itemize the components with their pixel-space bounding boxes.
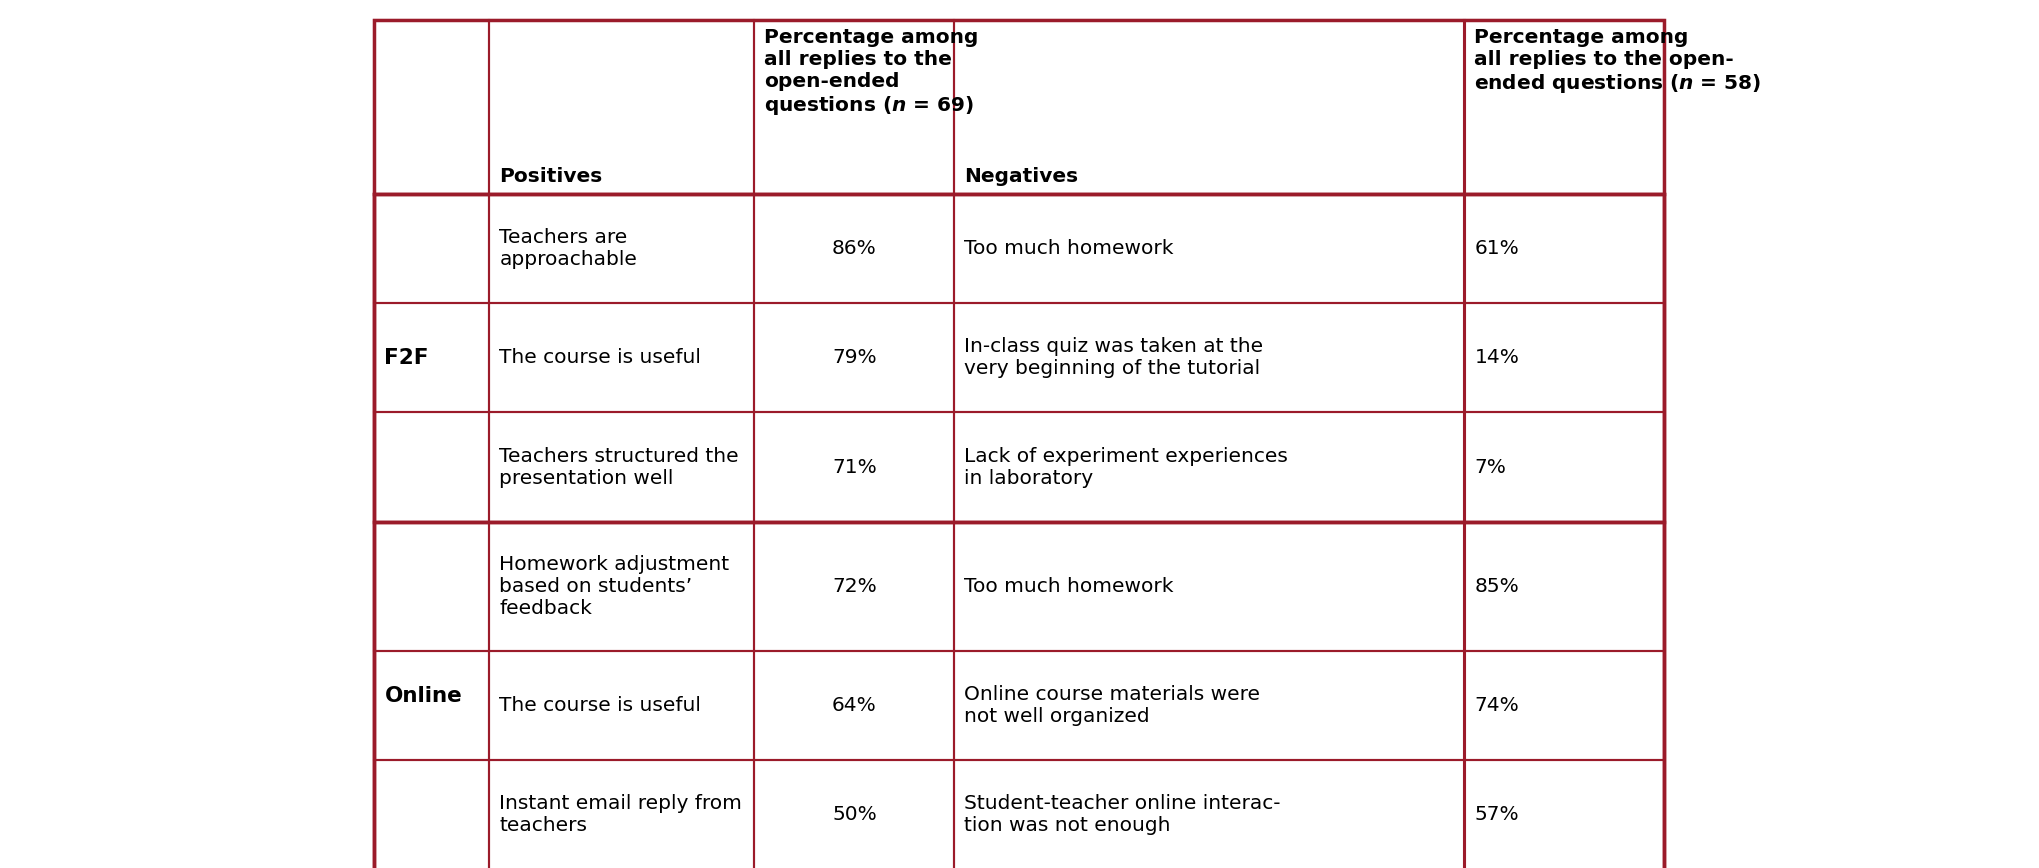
Text: Student-teacher online interac-
tion was not enough: Student-teacher online interac- tion was… — [964, 794, 1280, 835]
Text: 50%: 50% — [832, 806, 877, 825]
Bar — [375, 194, 489, 303]
Bar — [954, 20, 1464, 194]
Bar — [1464, 303, 1664, 412]
Bar — [754, 651, 954, 760]
Bar — [1464, 760, 1664, 868]
Bar — [1464, 412, 1664, 522]
Bar — [954, 194, 1464, 303]
Text: Positives: Positives — [500, 167, 604, 186]
Text: Teachers structured the
presentation well: Teachers structured the presentation wel… — [500, 446, 738, 488]
Bar — [375, 20, 1664, 868]
Bar — [754, 20, 954, 194]
Text: Teachers are
approachable: Teachers are approachable — [500, 228, 638, 269]
Bar — [1464, 20, 1664, 194]
Bar — [375, 522, 489, 651]
Text: Percentage among
all replies to the open-
ended questions ($\bfit{n}$ = 58): Percentage among all replies to the open… — [1474, 28, 1762, 95]
Bar — [954, 303, 1464, 412]
Text: 72%: 72% — [832, 577, 877, 595]
Text: 86%: 86% — [832, 239, 877, 258]
Bar — [754, 760, 954, 868]
Bar — [489, 760, 754, 868]
Bar — [375, 412, 489, 522]
Bar — [489, 412, 754, 522]
Text: 7%: 7% — [1474, 457, 1507, 477]
Bar — [489, 194, 754, 303]
Text: Instant email reply from
teachers: Instant email reply from teachers — [500, 794, 742, 835]
Bar — [375, 303, 489, 412]
Text: 61%: 61% — [1474, 239, 1519, 258]
Text: The course is useful: The course is useful — [500, 348, 701, 367]
Bar — [754, 522, 954, 651]
Text: Percentage among
all replies to the
open-ended
questions ($\bfit{n}$ = 69): Percentage among all replies to the open… — [765, 28, 979, 117]
Text: Online: Online — [385, 686, 463, 706]
Text: 74%: 74% — [1474, 696, 1519, 715]
Text: Lack of experiment experiences
in laboratory: Lack of experiment experiences in labora… — [964, 446, 1289, 488]
Text: 57%: 57% — [1474, 806, 1519, 825]
Bar — [489, 303, 754, 412]
Bar — [375, 194, 1664, 522]
Text: Too much homework: Too much homework — [964, 577, 1174, 595]
Text: 79%: 79% — [832, 348, 877, 367]
Text: 71%: 71% — [832, 457, 877, 477]
Bar — [489, 522, 754, 651]
Bar — [754, 194, 954, 303]
Text: Homework adjustment
based on students’
feedback: Homework adjustment based on students’ f… — [500, 555, 730, 618]
Text: 14%: 14% — [1474, 348, 1519, 367]
Bar — [1464, 651, 1664, 760]
Bar — [1464, 522, 1664, 651]
Text: Too much homework: Too much homework — [964, 239, 1174, 258]
Text: F2F: F2F — [385, 348, 428, 368]
Bar — [489, 651, 754, 760]
Bar — [375, 522, 1664, 868]
Bar — [954, 760, 1464, 868]
Text: Negatives: Negatives — [964, 167, 1079, 186]
Text: The course is useful: The course is useful — [500, 696, 701, 715]
Text: 85%: 85% — [1474, 577, 1519, 595]
Text: Online course materials were
not well organized: Online course materials were not well or… — [964, 685, 1260, 727]
Bar — [1464, 194, 1664, 303]
Bar — [375, 651, 489, 760]
Bar — [754, 412, 954, 522]
Bar — [375, 20, 489, 194]
Bar — [954, 651, 1464, 760]
Text: In-class quiz was taken at the
very beginning of the tutorial: In-class quiz was taken at the very begi… — [964, 338, 1264, 378]
Bar — [954, 522, 1464, 651]
Bar — [375, 760, 489, 868]
Text: 64%: 64% — [832, 696, 877, 715]
Bar — [954, 412, 1464, 522]
Bar — [754, 303, 954, 412]
Bar — [489, 20, 754, 194]
